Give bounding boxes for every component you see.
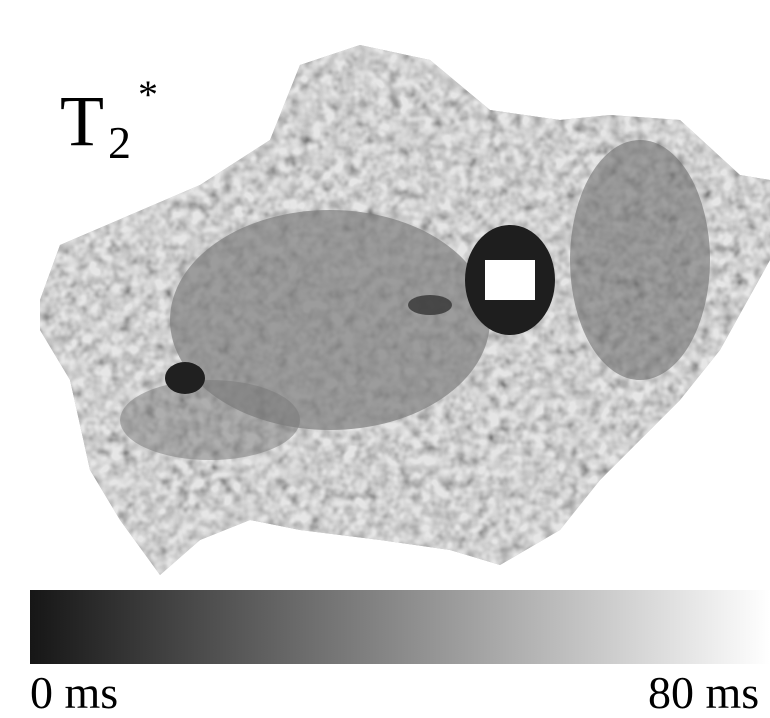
t2-map: [40, 45, 770, 575]
colorbar-min-label: 0 ms: [30, 667, 118, 718]
label-base: T: [60, 81, 104, 161]
colorbar: [30, 590, 770, 664]
colorbar-max-label: 80 ms: [648, 667, 759, 718]
label-subscript: 2: [108, 117, 131, 168]
map-label: T 2 *: [60, 72, 158, 168]
label-superscript: *: [138, 72, 158, 117]
